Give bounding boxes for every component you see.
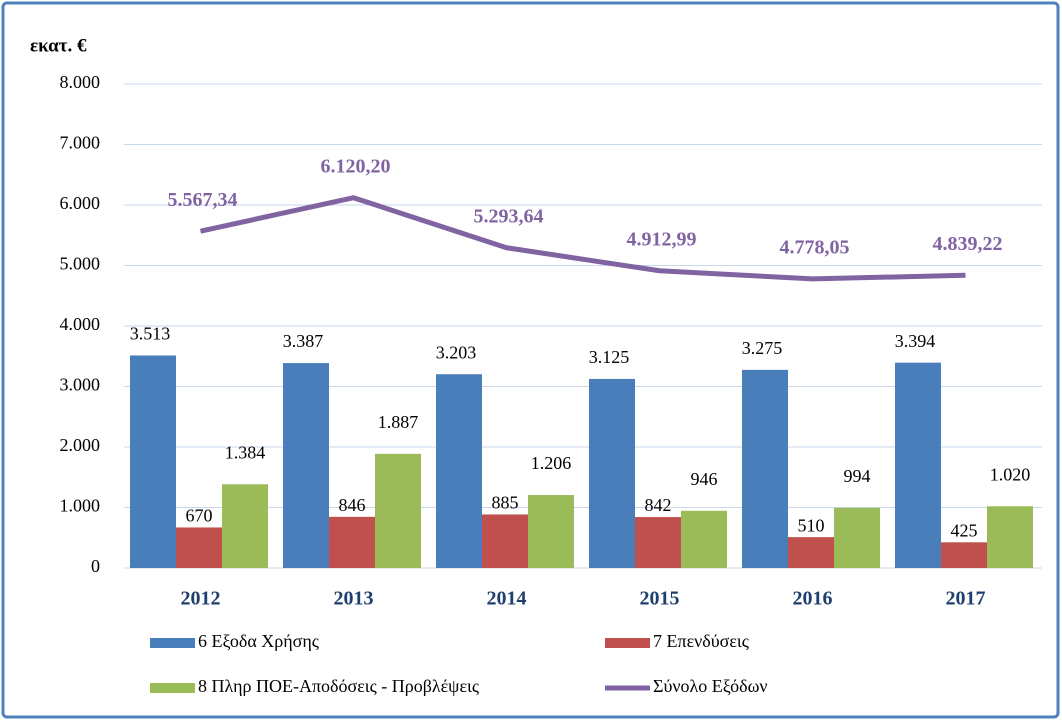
bar — [436, 374, 482, 568]
bar — [895, 362, 941, 568]
data-label: 1.384 — [225, 442, 266, 462]
bar — [528, 495, 574, 568]
data-label: 1.020 — [990, 464, 1031, 484]
data-label: 994 — [844, 466, 871, 486]
bar — [742, 369, 788, 568]
x-tick-label: 2016 — [793, 588, 833, 610]
data-label: 1.887 — [378, 412, 419, 432]
bar — [329, 516, 375, 568]
bar — [834, 507, 880, 568]
bar — [482, 514, 528, 568]
y-tick-label: 6.000 — [60, 193, 101, 213]
data-label: 4.778,05 — [780, 237, 850, 259]
legend-label: 8 Πληρ ΠΟΕ-Αποδόσεις - Προβλέψεις — [198, 676, 479, 696]
legend-marker — [150, 683, 195, 693]
y-tick-label: 0 — [91, 556, 100, 576]
data-label: 3.203 — [436, 342, 477, 362]
y-tick-label: 2.000 — [60, 435, 101, 455]
legend-label: 6 Εξοδα Χρήσης — [198, 631, 319, 651]
x-tick-label: 2012 — [181, 588, 221, 610]
legend-label: Σύνολο Εξόδων — [653, 676, 768, 696]
data-label: 4.912,99 — [627, 228, 697, 250]
data-label: 6.120,20 — [321, 155, 391, 177]
data-label: 3.513 — [130, 324, 171, 344]
y-tick-label: 7.000 — [60, 133, 101, 153]
y-axis-label: εκατ. € — [30, 35, 87, 56]
data-label: 5.567,34 — [168, 189, 238, 211]
bar — [788, 537, 834, 568]
bar — [589, 378, 635, 568]
data-label: 885 — [492, 493, 519, 513]
bar — [176, 527, 222, 568]
legend-marker — [150, 638, 195, 648]
data-label: 5.293,64 — [474, 205, 544, 227]
data-label: 3.275 — [742, 338, 783, 358]
y-tick-label: 4.000 — [60, 314, 101, 334]
data-label: 846 — [339, 495, 366, 515]
bar — [681, 510, 727, 568]
bar — [222, 484, 268, 568]
x-tick-label: 2017 — [946, 588, 986, 610]
y-tick-label: 3.000 — [60, 375, 101, 395]
data-label: 3.387 — [283, 331, 324, 351]
data-label: 3.394 — [895, 331, 936, 351]
legend-label: 7 Επενδύσεις — [653, 631, 749, 651]
data-label: 842 — [645, 495, 672, 515]
data-label: 425 — [951, 520, 978, 540]
data-label: 3.125 — [589, 347, 630, 367]
y-tick-label: 5.000 — [60, 254, 101, 274]
line — [199, 195, 966, 282]
bar — [375, 453, 421, 568]
data-label: 946 — [691, 469, 718, 489]
bar — [130, 355, 176, 568]
data-label: 510 — [798, 515, 825, 535]
x-tick-label: 2014 — [487, 588, 527, 610]
x-tick-label: 2013 — [334, 588, 374, 610]
bar — [283, 363, 329, 568]
data-label: 1.206 — [531, 453, 572, 473]
data-label: 670 — [186, 506, 213, 526]
y-tick-label: 8.000 — [60, 72, 101, 92]
bar — [635, 517, 681, 568]
bar — [941, 542, 987, 568]
x-tick-label: 2015 — [640, 588, 680, 610]
data-label: 4.839,22 — [933, 233, 1003, 255]
legend-marker — [605, 638, 650, 648]
bar — [987, 506, 1033, 568]
y-tick-label: 1.000 — [60, 496, 101, 516]
